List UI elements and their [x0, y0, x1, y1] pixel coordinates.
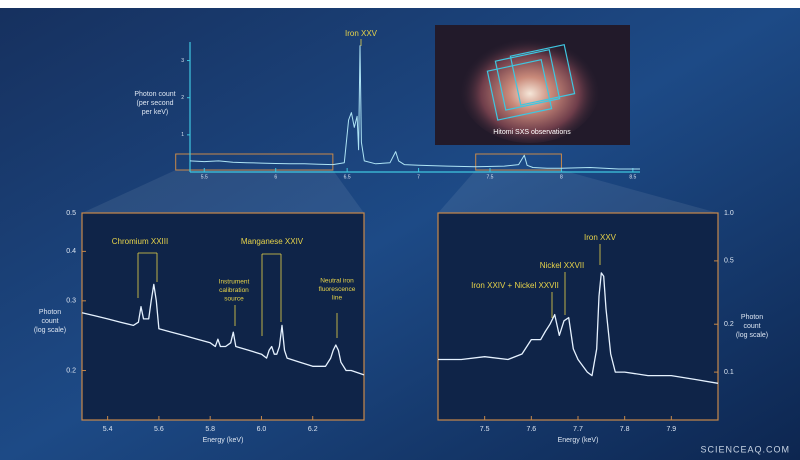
x-axis-label: Energy (keV)	[203, 437, 244, 444]
y-axis-label: count	[41, 318, 58, 325]
watermark: SCIENCEAQ.COM	[700, 444, 790, 454]
x-tick-label: 5.8	[205, 426, 215, 433]
top-strip	[0, 0, 800, 8]
y-tick-label: 0.4	[66, 248, 76, 255]
annotation: Manganese XXIV	[241, 237, 304, 246]
x-tick-label: 7.9	[666, 426, 676, 433]
chart: 5.5 6 6.5 7 7.5 8 8.5 1 2 3 Photon count (per secon…	[134, 29, 640, 180]
x-tick-label: 7.5	[480, 426, 490, 433]
y-axis-label: Photon count	[134, 91, 175, 98]
spectrum-line	[81, 283, 365, 376]
x-tick-label: 5.4	[103, 426, 113, 433]
x-tick-label: 6.0	[257, 426, 267, 433]
field-box	[486, 59, 553, 121]
x-tick-label: 6.2	[308, 426, 318, 433]
nebula	[460, 33, 600, 143]
annotation: Iron XXIV + Nickel XXVII	[471, 281, 559, 290]
y-tick-label: 0.5	[66, 210, 76, 217]
annotation: Instrument	[219, 279, 250, 286]
x-tick-label: 7.6	[526, 426, 536, 433]
y-axis-label: per keV)	[142, 109, 168, 116]
y-axis-label: (per second	[137, 100, 174, 107]
y-tick-label: 1.0	[724, 210, 734, 217]
y-tick-label: 0.2	[724, 321, 734, 328]
annotation: Nickel XXVII	[540, 261, 584, 270]
x-tick-label: 7	[417, 174, 420, 180]
plot-area	[437, 212, 719, 421]
y-tick-label: 0.1	[724, 369, 734, 376]
y-tick-label: 0.3	[66, 298, 76, 305]
zoom-range-box	[475, 153, 562, 171]
x-tick-label: 7.5	[487, 174, 494, 180]
x-tick-label: 5.5	[201, 174, 208, 180]
annotation: Iron XXV	[345, 29, 378, 38]
image-caption: Hitomi SXS observations	[493, 129, 571, 136]
x-tick-label: 7.8	[620, 426, 630, 433]
annotation: Neutral iron	[320, 278, 354, 285]
field-box	[509, 44, 576, 106]
y-tick-label: 0.2	[66, 367, 76, 374]
chart: 5.4 5.6 5.8 6.0 6.2 0.2 0.3 0.4 0.5 Energy (keV) P…	[34, 210, 365, 444]
y-axis-label: count	[743, 323, 760, 330]
annotation: fluorescence	[319, 286, 356, 293]
zoom-gutter	[438, 170, 718, 213]
zoom-range-box	[175, 153, 334, 171]
field-box	[494, 49, 561, 111]
y-tick-label: 0.5	[724, 258, 734, 265]
plot-area	[81, 212, 365, 421]
x-tick-label: 6.5	[344, 174, 351, 180]
spectrum-line	[438, 272, 719, 384]
inset-image: Hitomi SXS observations	[435, 25, 630, 145]
y-tick-label: 3	[181, 58, 184, 64]
x-tick-label: 8	[560, 174, 563, 180]
y-axis-label: Photon	[741, 314, 763, 321]
annotation: Iron XXV	[584, 233, 617, 242]
y-tick-label: 1	[181, 132, 184, 138]
annotation: Chromium XXIII	[112, 237, 168, 246]
annotation: line	[332, 295, 343, 302]
y-axis-label: Photon	[39, 309, 61, 316]
zoom-gutter	[82, 170, 364, 213]
y-tick-label: 2	[181, 95, 184, 101]
x-tick-label: 6	[274, 174, 277, 180]
spectrum-line	[189, 45, 640, 170]
x-tick-label: 7.7	[573, 426, 583, 433]
y-axis-label: (log scale)	[736, 332, 768, 339]
x-tick-label: 5.6	[154, 426, 164, 433]
x-tick-label: 8.5	[629, 174, 636, 180]
x-axis-label: Energy (keV)	[558, 437, 599, 444]
chart: 7.5 7.6 7.7 7.8 7.9 0.1 0.2 0.5 1.0 Energy (keV) P…	[437, 210, 768, 444]
y-axis-label: (log scale)	[34, 327, 66, 334]
annotation: calibration	[219, 287, 249, 294]
annotation: source	[224, 296, 244, 303]
